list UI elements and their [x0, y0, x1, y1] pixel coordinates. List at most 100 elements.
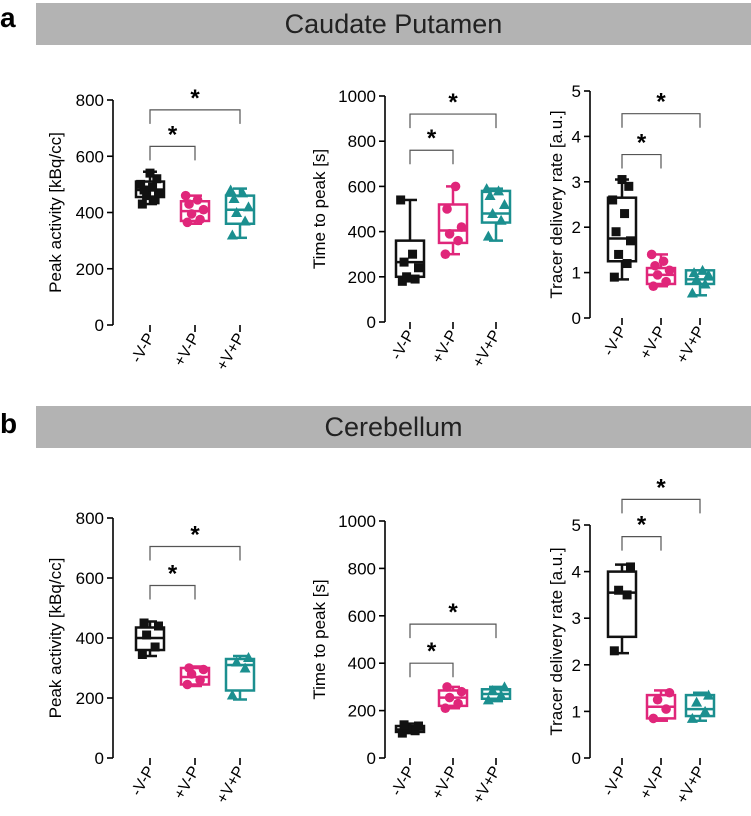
x-tick-label: +V-P — [637, 764, 669, 803]
data-point — [142, 630, 152, 640]
data-point — [410, 274, 420, 284]
y-axis-label: Tracer delivery rate [a.u.] — [547, 547, 566, 735]
y-tick-label: 600 — [76, 147, 104, 166]
data-point — [440, 249, 451, 259]
y-tick-label: 4 — [572, 127, 581, 146]
y-tick-label: 400 — [76, 629, 104, 648]
data-point — [499, 198, 510, 209]
significance-bracket — [149, 109, 241, 124]
data-point — [453, 698, 463, 709]
data-point — [487, 208, 499, 219]
x-tick-label: +V+P — [214, 331, 249, 374]
x-tick-label: +V-P — [637, 324, 669, 363]
x-tick-label: +V-P — [171, 764, 203, 803]
significance-bracket — [149, 545, 241, 561]
significance-bracket — [409, 113, 497, 129]
data-point — [648, 281, 659, 292]
significance-star: * — [427, 125, 437, 152]
data-point — [626, 236, 635, 246]
significance-star: * — [448, 89, 458, 116]
data-point — [703, 689, 714, 700]
data-point — [243, 201, 254, 212]
y-axis-label: Tracer delivery rate [a.u.] — [547, 110, 566, 298]
data-point — [198, 204, 209, 215]
significance-bracket — [621, 536, 662, 551]
data-point — [617, 175, 627, 185]
data-point — [608, 195, 618, 205]
y-tick-label: 1 — [572, 702, 581, 721]
data-point — [408, 249, 418, 259]
x-tick-label: -V-P — [128, 764, 158, 799]
y-axis-label: Time to peak [s] — [310, 579, 329, 699]
data-point — [225, 184, 237, 195]
panel-letter-b: b — [0, 408, 18, 439]
y-tick-label: 0 — [95, 316, 104, 335]
data-point — [152, 174, 162, 184]
x-tick-label: +V+P — [470, 764, 505, 807]
data-point — [226, 689, 238, 700]
significance-star: * — [427, 638, 437, 665]
data-point — [195, 675, 205, 685]
y-axis-label: Time to peak [s] — [310, 149, 329, 269]
y-tick-label: 0 — [572, 309, 581, 328]
data-point — [691, 273, 703, 284]
y-tick-label: 2 — [572, 218, 581, 237]
y-tick-label: 200 — [76, 689, 104, 708]
y-tick-label: 4 — [572, 563, 581, 582]
data-point — [703, 269, 714, 280]
data-point — [493, 185, 505, 196]
significance-bracket — [621, 153, 662, 169]
data-point — [699, 278, 711, 289]
y-tick-label: 200 — [348, 702, 376, 721]
data-point — [450, 181, 461, 192]
x-tick-label: -V-P — [388, 764, 418, 799]
data-point — [482, 694, 494, 705]
data-point — [688, 267, 700, 278]
box-iqr — [224, 657, 256, 692]
data-point — [231, 207, 243, 217]
significance-bracket — [149, 584, 196, 600]
y-tick-label: 600 — [76, 569, 104, 588]
data-point — [137, 199, 147, 209]
data-point — [456, 222, 467, 232]
data-point — [184, 663, 194, 673]
x-tick-label: -V-P — [128, 331, 158, 366]
data-point — [611, 227, 621, 237]
data-point — [414, 721, 423, 731]
significance-star: * — [168, 561, 178, 588]
data-point — [614, 249, 624, 259]
data-point — [184, 199, 194, 209]
panel-letter-a: a — [0, 2, 16, 33]
y-tick-label: 1 — [572, 264, 581, 283]
data-point — [609, 272, 619, 282]
significance-star: * — [168, 121, 178, 148]
significance-bracket — [621, 498, 701, 514]
data-point — [444, 229, 455, 239]
data-point — [399, 257, 409, 267]
box-iqr — [606, 570, 638, 639]
x-tick-label: -V-P — [388, 328, 418, 363]
x-tick-label: +V+P — [214, 764, 249, 807]
data-point — [231, 656, 243, 667]
y-tick-label: 0 — [95, 749, 104, 768]
y-tick-label: 800 — [348, 132, 376, 151]
significance-star: * — [448, 599, 458, 626]
data-point — [614, 585, 624, 595]
box-iqr — [684, 693, 716, 718]
data-point — [699, 705, 711, 716]
y-tick-label: 600 — [348, 177, 376, 196]
data-point — [495, 689, 507, 700]
panel-title-b: Cerebellum — [36, 406, 751, 448]
data-point — [648, 713, 659, 724]
data-point — [697, 264, 709, 275]
y-tick-label: 800 — [348, 559, 376, 578]
x-tick-label: +V-P — [429, 328, 461, 367]
x-tick-label: +V-P — [171, 331, 203, 370]
significance-star: * — [637, 130, 647, 157]
y-tick-label: 5 — [572, 82, 581, 101]
data-point — [482, 230, 494, 241]
data-point — [399, 720, 409, 730]
data-point — [142, 191, 152, 201]
data-point — [180, 190, 191, 201]
x-tick-label: -V-P — [600, 324, 630, 359]
